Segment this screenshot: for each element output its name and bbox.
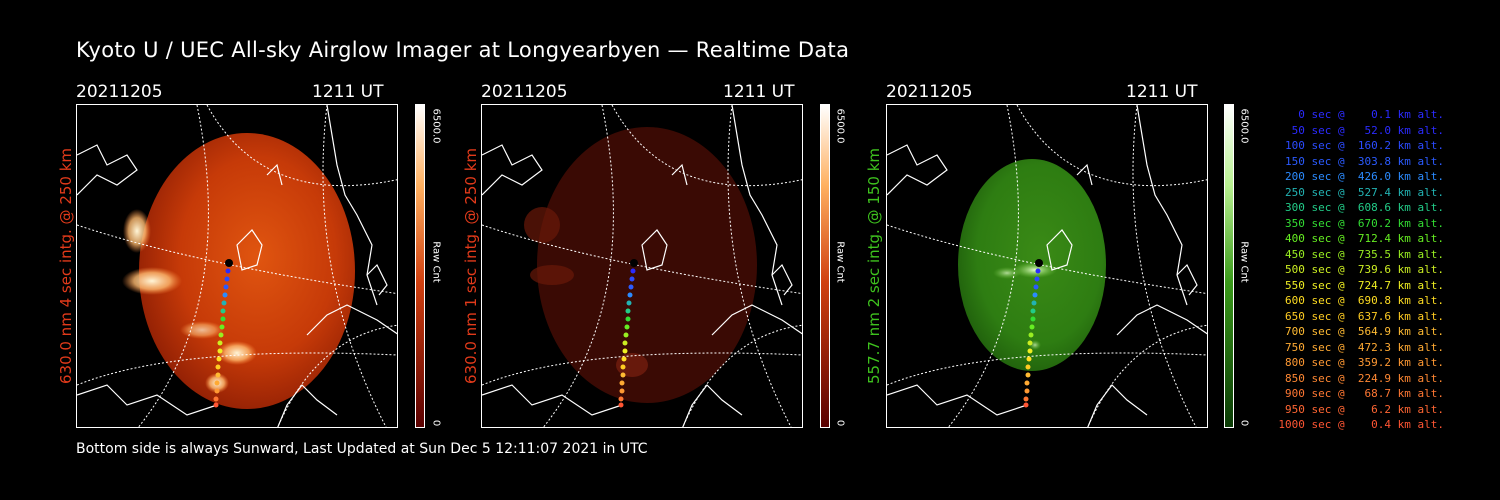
legend-row: 700 sec @ 564.9 km alt. [1278,325,1444,338]
legend-row: 400 sec @ 712.4 km alt. [1278,232,1444,245]
legend-row: 100 sec @ 160.2 km alt. [1278,139,1444,152]
legend-row: 850 sec @ 224.9 km alt. [1278,371,1444,385]
satellite-track [213,259,233,408]
panel-2-colorbar-max: 6500.0 [834,108,846,144]
legend-row: 900 sec @ 68.7 km alt. [1278,387,1444,400]
panel-2-colorbar [820,104,830,428]
legend-row: 500 sec @ 739.6 km alt. [1278,263,1444,276]
legend-row: 550 sec @ 724.7 km alt. [1278,278,1444,292]
panel-1-side-label: 630.0 nm 4 sec intg. @ 250 km [57,147,75,385]
graticule [482,105,802,427]
legend-row: 600 sec @ 690.8 km alt. [1278,294,1444,307]
legend-row: 650 sec @ 637.6 km alt. [1278,309,1444,323]
legend-row: 50 sec @ 52.0 km alt. [1278,123,1444,137]
panel-2-colorbar-unit: Raw Cnt [834,241,846,283]
satellite-track [1023,259,1043,408]
legend-row: 450 sec @ 735.5 km alt. [1278,247,1444,261]
coastline-map [482,105,802,427]
panel-2-time: 1211 UT [723,82,795,102]
altitude-legend: 0 sec @ 0.1 km alt. 50 sec @ 52.0 km alt… [1262,108,1444,434]
panel-1-image [76,104,398,428]
coastline-map [887,105,1207,427]
panel-1-colorbar-max: 6500.0 [430,108,442,144]
graticule [77,105,397,427]
panel-1-colorbar-min: 0 [430,419,442,427]
panel-1-time: 1211 UT [312,82,384,102]
panel-3-colorbar [1224,104,1234,428]
legend-row: 300 sec @ 608.6 km alt. [1278,201,1444,214]
panel-3-date: 20211205 [886,82,973,102]
legend-row: 1000 sec @ 0.4 km alt. [1278,418,1444,431]
coastline-map [77,105,397,427]
panel-3-colorbar-max: 6500.0 [1238,108,1250,144]
panel-3-side-label: 557.7 nm 2 sec intg. @ 150 km [865,147,883,385]
panel-3-image [886,104,1208,428]
legend-row: 150 sec @ 303.8 km alt. [1278,154,1444,168]
page-title: Kyoto U / UEC All-sky Airglow Imager at … [76,38,850,62]
graticule [887,105,1207,427]
panel-3-colorbar-unit: Raw Cnt [1238,241,1250,283]
panel-2-colorbar-min: 0 [834,419,846,427]
panel-2-date: 20211205 [481,82,568,102]
legend-row: 200 sec @ 426.0 km alt. [1278,170,1444,183]
panel-1-date: 20211205 [76,82,163,102]
legend-row: 250 sec @ 527.4 km alt. [1278,185,1444,199]
airglow-disk [537,127,757,403]
legend-row: 350 sec @ 670.2 km alt. [1278,216,1444,230]
panel-1-colorbar [415,104,425,428]
footer-note: Bottom side is always Sunward, Last Upda… [76,441,648,457]
legend-row: 750 sec @ 472.3 km alt. [1278,340,1444,354]
panel-1-colorbar-unit: Raw Cnt [430,241,442,283]
legend-row: 0 sec @ 0.1 km alt. [1278,108,1444,121]
satellite-track [618,259,638,408]
panel-2-side-label: 630.0 nm 1 sec intg. @ 250 km [462,147,480,385]
panel-3-time: 1211 UT [1126,82,1198,102]
legend-row: 950 sec @ 6.2 km alt. [1278,402,1444,416]
panel-3-colorbar-min: 0 [1238,419,1250,427]
airglow-disk [139,133,355,409]
panel-2-image [481,104,803,428]
legend-row: 800 sec @ 359.2 km alt. [1278,356,1444,369]
